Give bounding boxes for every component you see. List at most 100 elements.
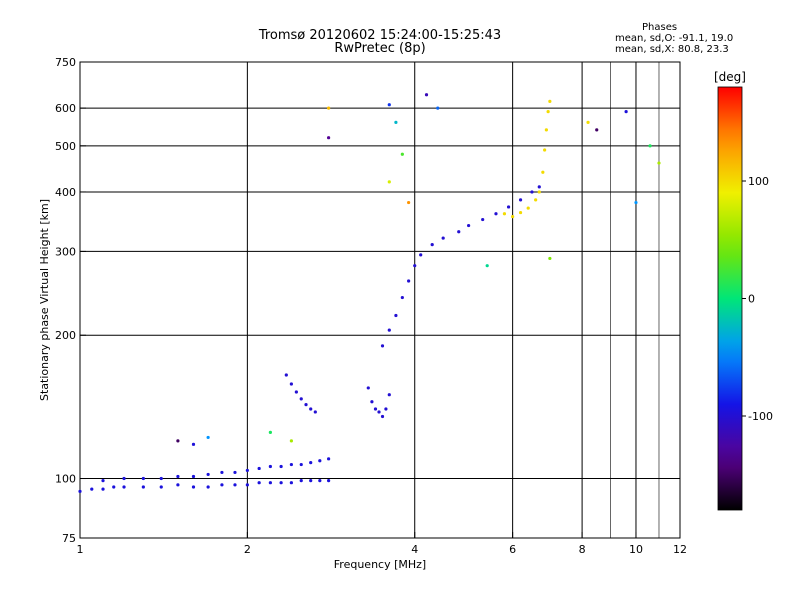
data-point xyxy=(318,459,322,463)
phase-stats-o: mean, sd,O: -91.1, 19.0 xyxy=(615,33,734,44)
data-point xyxy=(294,390,298,394)
data-point xyxy=(313,410,317,414)
data-point xyxy=(537,185,541,189)
data-point xyxy=(485,264,489,268)
data-point xyxy=(467,223,471,228)
data-point xyxy=(268,430,272,434)
data-point xyxy=(101,479,105,483)
data-point xyxy=(176,474,180,479)
data-point xyxy=(373,407,378,411)
data-point xyxy=(384,407,388,411)
data-point xyxy=(481,217,485,222)
data-point xyxy=(268,481,272,485)
chart-title: Tromsø 20120602 15:24:00-15:25:43 xyxy=(258,28,502,43)
data-point xyxy=(159,485,163,489)
data-point xyxy=(380,344,385,348)
x-tick-label: 8 xyxy=(579,543,586,556)
data-point xyxy=(370,400,374,404)
data-point xyxy=(122,485,126,489)
data-point xyxy=(176,439,180,443)
data-point xyxy=(304,402,308,407)
y-tick-label: 100 xyxy=(55,473,76,486)
data-point xyxy=(245,483,249,487)
data-point xyxy=(648,144,652,148)
data-point xyxy=(526,206,530,210)
data-point xyxy=(544,128,548,132)
data-point xyxy=(327,457,331,461)
data-point xyxy=(377,410,381,414)
data-point xyxy=(90,487,94,491)
y-tick-label: 75 xyxy=(62,532,76,545)
data-point xyxy=(543,148,547,152)
data-point xyxy=(387,103,391,107)
data-point xyxy=(206,472,210,477)
x-tick-label: 10 xyxy=(629,543,643,556)
y-tick-label: 200 xyxy=(55,329,76,342)
data-point xyxy=(394,313,398,318)
data-point xyxy=(279,481,283,485)
data-point xyxy=(289,481,293,485)
data-point xyxy=(548,256,552,261)
data-point xyxy=(530,190,534,194)
colorbar-tick-label: 0 xyxy=(748,293,755,306)
data-point xyxy=(457,230,461,234)
data-point xyxy=(299,479,303,483)
data-point xyxy=(289,462,293,467)
data-point xyxy=(366,386,370,390)
data-point xyxy=(380,414,385,419)
data-point xyxy=(413,264,417,268)
data-point xyxy=(518,210,523,215)
data-point xyxy=(400,295,404,300)
data-point xyxy=(309,407,313,411)
data-point xyxy=(511,215,515,219)
data-point xyxy=(141,476,145,481)
data-point xyxy=(268,464,272,469)
data-point xyxy=(541,170,545,174)
colorbar xyxy=(717,86,743,511)
data-point xyxy=(257,481,261,485)
data-point xyxy=(191,442,196,446)
x-tick-label: 12 xyxy=(673,543,687,556)
data-point xyxy=(141,485,145,489)
data-point xyxy=(436,106,440,110)
phase-stats-x: mean, sd,X: 80.8, 23.3 xyxy=(615,44,729,55)
data-point xyxy=(289,439,293,443)
plot-frame xyxy=(79,61,681,539)
data-point xyxy=(233,470,237,475)
data-point xyxy=(299,462,303,467)
data-point xyxy=(78,489,82,493)
data-point xyxy=(387,328,391,332)
data-point xyxy=(502,212,507,216)
data-point xyxy=(534,198,538,202)
chart-subtitle: RwPretec (8p) xyxy=(334,41,426,56)
data-point xyxy=(257,466,261,471)
data-point xyxy=(624,110,628,114)
data-point xyxy=(206,435,210,440)
data-point xyxy=(309,461,313,465)
data-point xyxy=(430,243,434,247)
data-point xyxy=(548,99,552,103)
data-point xyxy=(101,487,105,491)
phase-stats-heading: Phases xyxy=(642,22,678,33)
x-tick-label: 6 xyxy=(509,543,516,556)
data-point xyxy=(387,393,391,397)
x-tick-label: 1 xyxy=(77,543,84,556)
data-point xyxy=(176,483,180,487)
y-axis-label: Stationary phase Virtual Height [km] xyxy=(38,199,51,401)
data-point xyxy=(159,476,163,481)
data-point xyxy=(233,483,237,487)
data-point xyxy=(289,382,293,386)
data-point xyxy=(537,190,541,194)
data-point xyxy=(494,212,498,216)
data-point xyxy=(245,468,249,473)
data-point xyxy=(441,236,445,240)
data-point xyxy=(506,205,511,209)
data-point xyxy=(387,180,391,184)
data-point xyxy=(191,474,196,479)
data-point xyxy=(122,476,126,481)
data-point xyxy=(407,279,411,283)
data-point xyxy=(586,120,590,124)
data-point xyxy=(327,479,331,483)
data-point xyxy=(657,161,661,165)
